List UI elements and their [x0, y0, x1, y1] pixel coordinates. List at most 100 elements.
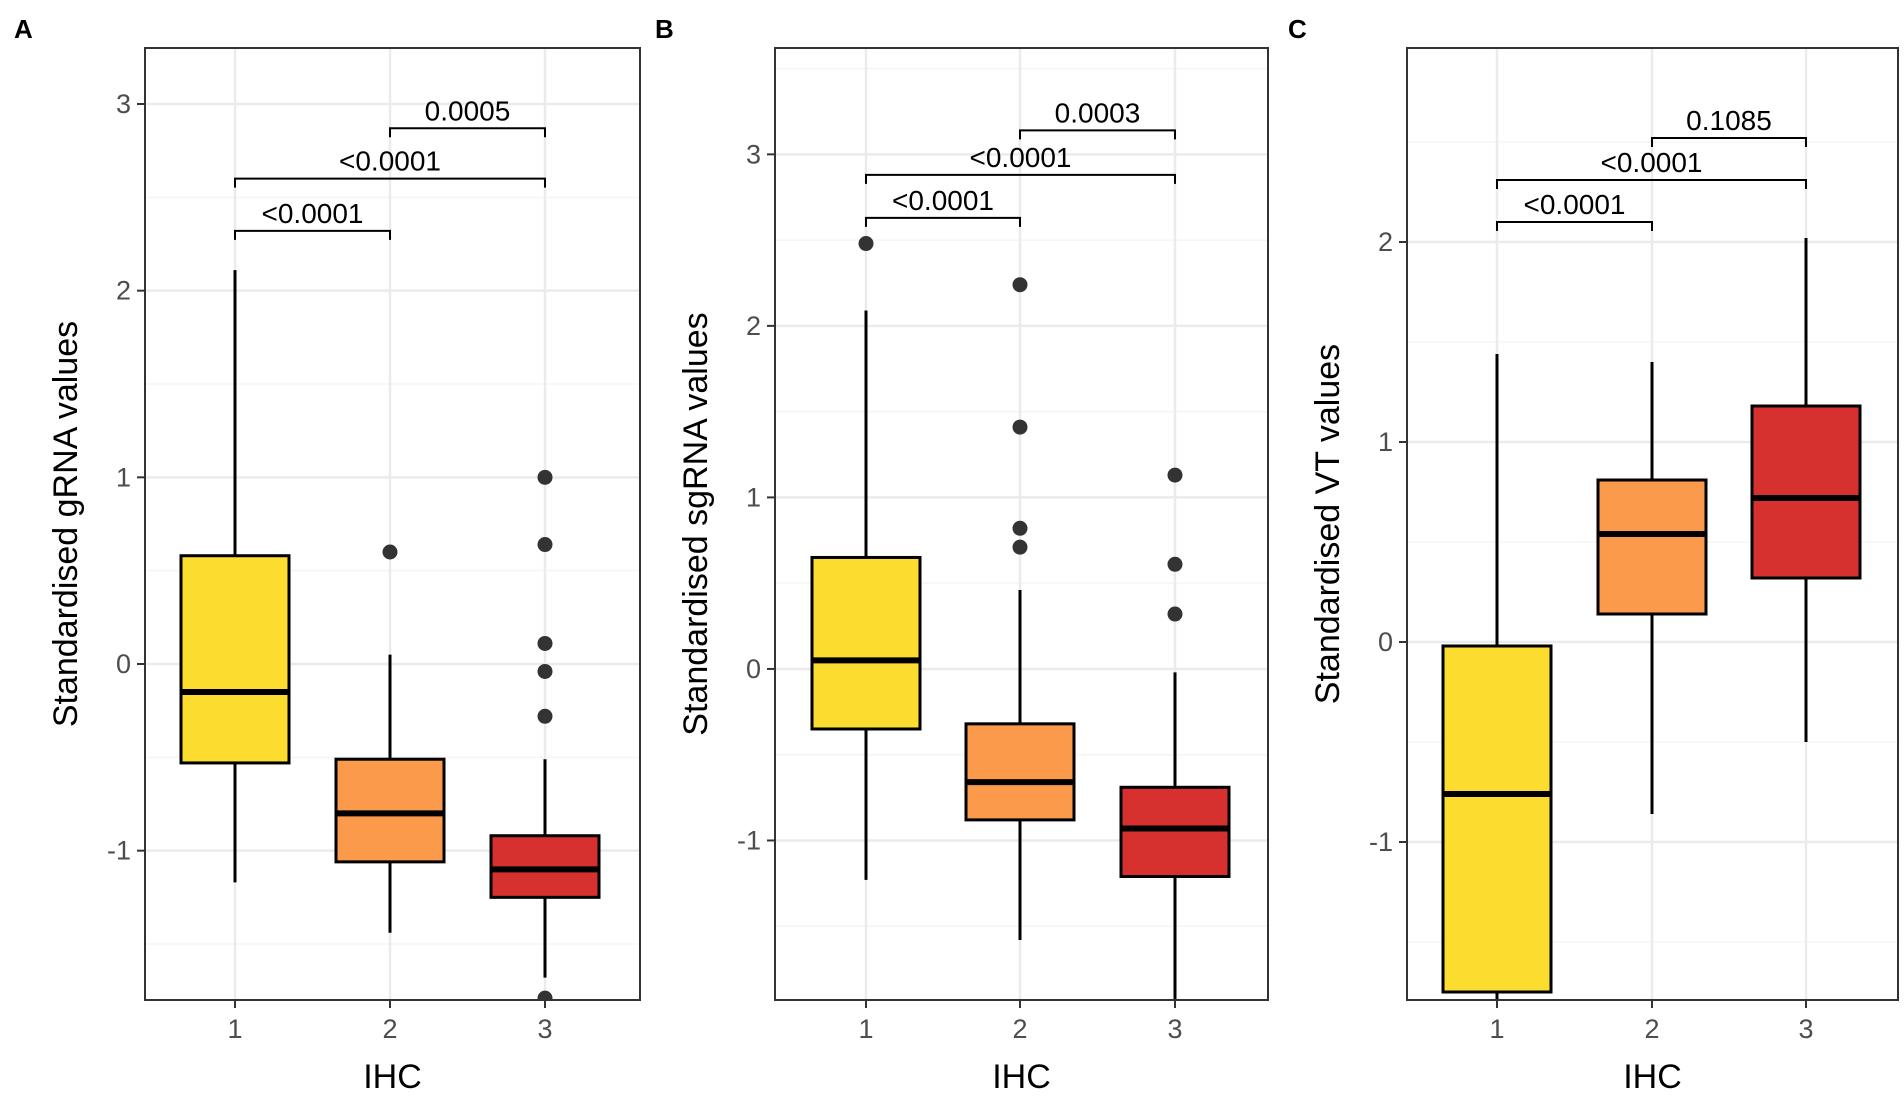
x-tick-label: 2: [1012, 1014, 1027, 1044]
outlier-point: [537, 708, 553, 724]
y-tick-label: -1: [107, 836, 131, 866]
p-value-label: <0.0001: [339, 146, 441, 177]
y-tick-label: 2: [746, 311, 761, 341]
y-axis: -1 0 1 2 3: [107, 89, 145, 866]
box-body: [179, 554, 291, 765]
box-body: [1596, 478, 1708, 616]
x-axis-title: IHC: [1623, 1058, 1682, 1096]
x-tick-label: 3: [1167, 1014, 1182, 1044]
outlier-point: [537, 990, 553, 1000]
outlier-point: [1167, 606, 1183, 622]
p-value-label: 0.0003: [1055, 97, 1141, 128]
plot-frame: [144, 47, 641, 1001]
bracket-line: [1496, 179, 1807, 189]
y-tick-label: 0: [746, 654, 761, 684]
box-ihc-1: [810, 236, 922, 880]
outlier-point: [1167, 467, 1183, 483]
significance-bracket: <0.0001: [234, 146, 546, 188]
bracket-line: [389, 127, 546, 138]
y-tick-label: 2: [116, 276, 131, 306]
bracket-line: [1651, 137, 1807, 147]
significance-bracket: 0.0003: [1019, 97, 1176, 140]
plot-area: [1441, 238, 1862, 1000]
y-tick-label: 3: [746, 139, 761, 169]
plot-area: [810, 236, 1231, 1000]
x-tick-label: 3: [1798, 1014, 1813, 1044]
y-tick-label: 1: [116, 462, 131, 492]
x-axis: 1 2 3: [858, 1000, 1183, 1044]
y-tick-label: 0: [1378, 627, 1393, 657]
y-tick-label: 2: [1378, 227, 1393, 257]
significance-bracket: <0.0001: [1496, 147, 1807, 189]
p-value-label: 0.1085: [1686, 105, 1772, 136]
bracket-line: [1019, 129, 1176, 140]
outlier-point: [537, 469, 553, 485]
y-tick-label: 1: [746, 482, 761, 512]
y-tick-label: 0: [116, 649, 131, 679]
plot-frame: [774, 47, 1269, 1001]
outlier-point: [382, 544, 398, 560]
outlier-point: [1012, 277, 1028, 293]
significance-bracket: <0.0001: [1496, 189, 1653, 231]
p-value-label: <0.0001: [1601, 147, 1703, 178]
x-axis: 1 2 3: [1489, 1000, 1814, 1044]
p-value-label: <0.0001: [1524, 189, 1626, 220]
outlier-point: [858, 236, 874, 252]
y-axis: -1 0 1 2: [1369, 227, 1407, 857]
y-tick-label: -1: [1369, 827, 1393, 857]
x-tick-label: 1: [227, 1014, 242, 1044]
box-ihc-2: [1596, 362, 1708, 814]
panel-a: A <0.0001 <0.0001 0.0005 -1 0 1 2 3 1 2 3 IHC Standar…: [14, 14, 641, 1096]
x-tick-label: 3: [537, 1014, 552, 1044]
y-axis-title: Standardised sgRNA values: [677, 312, 715, 735]
significance-bracket: <0.0001: [865, 185, 1021, 227]
x-tick-label: 1: [1489, 1014, 1504, 1044]
bracket-line: [865, 216, 1021, 227]
x-axis-title: IHC: [363, 1058, 422, 1096]
y-axis-title: Standardised VT values: [1309, 344, 1347, 704]
y-tick-label: 1: [1378, 427, 1393, 457]
p-value-label: <0.0001: [970, 142, 1072, 173]
outlier-point: [1012, 419, 1028, 435]
x-tick-label: 1: [858, 1014, 873, 1044]
bracket-line: [1496, 221, 1653, 231]
bracket-line: [234, 229, 391, 240]
y-axis: -1 0 1 2 3: [737, 139, 775, 855]
box-ihc-3: [1750, 238, 1862, 742]
box-ihc-2: [964, 277, 1076, 940]
outlier-point: [1012, 520, 1028, 536]
box-body: [1119, 785, 1231, 878]
outlier-point: [1167, 556, 1183, 572]
panel-letter: C: [1288, 14, 1307, 44]
y-tick-label: -1: [737, 825, 761, 855]
x-tick-label: 2: [1644, 1014, 1659, 1044]
panel-letter: A: [14, 14, 33, 44]
panel-b: B <0.0001 <0.0001 0.0003 -1 0 1 2 3 1 2 3 IHC Standar…: [655, 14, 1269, 1096]
box-ihc-2: [334, 544, 446, 933]
outlier-point: [537, 635, 553, 651]
p-value-label: <0.0001: [892, 185, 994, 216]
y-tick-label: 3: [116, 89, 131, 119]
p-value-label: <0.0001: [262, 198, 364, 229]
x-axis-title: IHC: [992, 1058, 1051, 1096]
plot-area: [179, 270, 601, 1000]
box-body: [1441, 644, 1553, 994]
outlier-point: [537, 663, 553, 679]
box-ihc-3: [489, 469, 601, 1000]
y-axis-title: Standardised gRNA values: [47, 321, 85, 727]
panel-c: C <0.0001 <0.0001 0.1085 -1 0 1 2 1 2 3 IHC Standard…: [1288, 14, 1899, 1096]
bracket-line: [865, 173, 1176, 184]
panel-letter: B: [655, 14, 674, 44]
bracket-line: [234, 177, 546, 188]
box-ihc-1: [1441, 354, 1553, 1000]
box-ihc-1: [179, 270, 291, 883]
outlier-point: [1012, 539, 1028, 555]
box-ihc-3: [1119, 467, 1231, 1000]
x-tick-label: 2: [382, 1014, 397, 1044]
box-body: [1750, 404, 1862, 580]
significance-bracket: <0.0001: [234, 198, 391, 240]
significance-bracket: 0.0005: [389, 95, 546, 138]
outlier-point: [537, 537, 553, 553]
box-body: [810, 555, 922, 731]
